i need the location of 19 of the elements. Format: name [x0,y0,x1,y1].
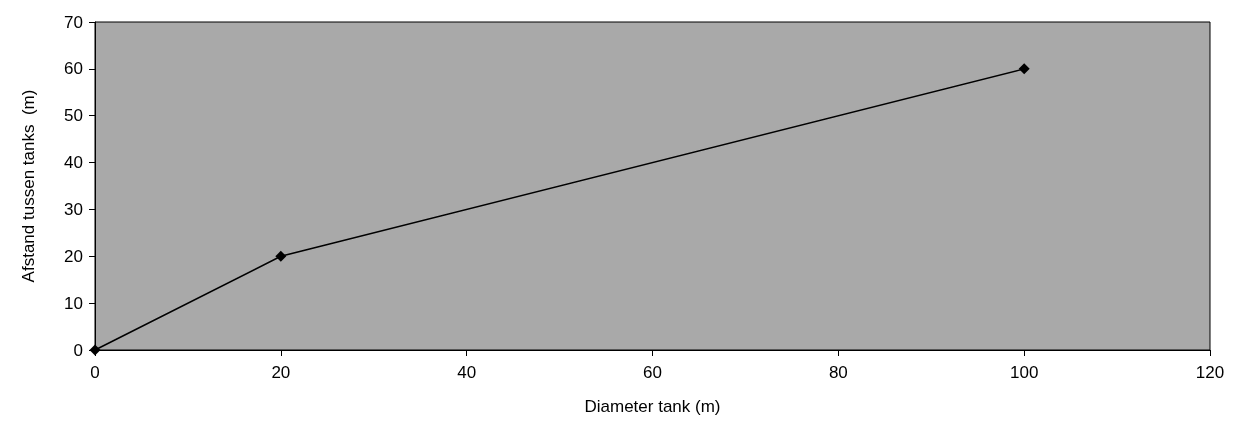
x-tick-label: 60 [643,363,662,382]
y-tick-label: 60 [64,59,83,79]
y-tick-label: 0 [73,340,83,360]
x-tick-label: 120 [1195,363,1225,382]
y-tick-label: 30 [64,199,83,219]
x-tick-label: 20 [271,363,291,382]
y-tick-label: 20 [64,246,83,266]
point [275,250,287,262]
y-tick-label: 10 [64,293,83,313]
y-tick-label: 70 [64,12,83,32]
x-tick-label: 100 [1009,363,1039,382]
y-tick-label: 50 [64,106,83,126]
x-tick-label: 80 [828,363,848,382]
point [1018,63,1030,75]
y-tick-label: 40 [64,153,83,173]
x-tick-label: 0 [90,363,100,382]
x-axis-title: Diameter tank (m) [584,397,721,416]
x-tick-label: 40 [457,363,477,382]
y-axis-title: Afstand tussen tanks (m) [19,89,38,283]
